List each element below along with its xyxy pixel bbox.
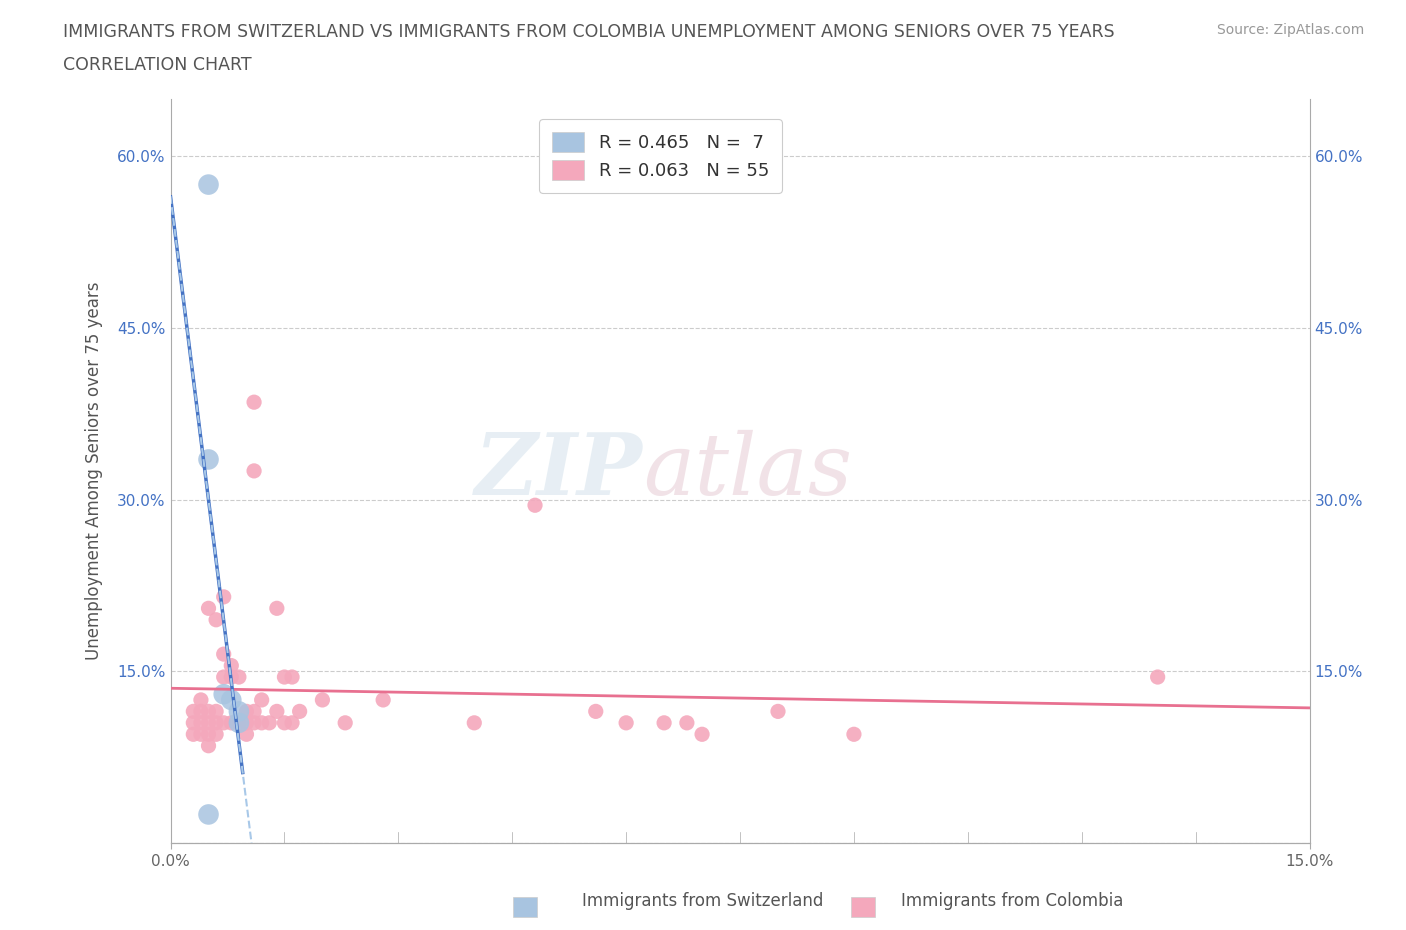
Point bbox=[463, 715, 485, 730]
Text: atlas: atlas bbox=[643, 430, 852, 512]
Point bbox=[652, 715, 675, 730]
Text: ZIP: ZIP bbox=[475, 429, 643, 512]
Point bbox=[281, 715, 304, 730]
Text: Immigrants from Switzerland: Immigrants from Switzerland bbox=[582, 892, 824, 910]
Point bbox=[243, 463, 266, 478]
Point bbox=[235, 727, 257, 742]
Point bbox=[183, 704, 205, 719]
Point bbox=[221, 715, 243, 730]
Point bbox=[190, 704, 212, 719]
Point bbox=[221, 658, 243, 673]
Point bbox=[281, 670, 304, 684]
Point bbox=[373, 693, 395, 708]
Text: CORRELATION CHART: CORRELATION CHART bbox=[63, 56, 252, 73]
Point bbox=[288, 704, 311, 719]
Point bbox=[311, 693, 333, 708]
Point bbox=[614, 715, 637, 730]
Point bbox=[228, 704, 250, 719]
Point bbox=[266, 704, 288, 719]
Point bbox=[766, 704, 789, 719]
Point bbox=[205, 704, 228, 719]
Point bbox=[243, 704, 266, 719]
Legend: R = 0.465   N =  7, R = 0.063   N = 55: R = 0.465 N = 7, R = 0.063 N = 55 bbox=[538, 119, 782, 193]
Point bbox=[190, 715, 212, 730]
Point bbox=[585, 704, 607, 719]
Point bbox=[197, 177, 219, 192]
Point bbox=[243, 394, 266, 409]
Point bbox=[524, 498, 547, 512]
Point bbox=[205, 612, 228, 627]
Point bbox=[212, 715, 235, 730]
Point bbox=[205, 715, 228, 730]
Point bbox=[190, 693, 212, 708]
Point bbox=[212, 646, 235, 661]
Point bbox=[235, 715, 257, 730]
Point bbox=[250, 715, 273, 730]
Point bbox=[183, 727, 205, 742]
Point bbox=[335, 715, 357, 730]
Point bbox=[1146, 670, 1168, 684]
Point bbox=[221, 670, 243, 684]
Point bbox=[228, 715, 250, 730]
Point bbox=[212, 670, 235, 684]
Point bbox=[676, 715, 699, 730]
Point bbox=[690, 727, 713, 742]
Point bbox=[273, 670, 295, 684]
Point bbox=[197, 452, 219, 467]
Point bbox=[273, 715, 295, 730]
Text: Source: ZipAtlas.com: Source: ZipAtlas.com bbox=[1216, 23, 1364, 37]
Point bbox=[197, 715, 219, 730]
Point bbox=[259, 715, 281, 730]
Point bbox=[842, 727, 865, 742]
Text: Immigrants from Colombia: Immigrants from Colombia bbox=[901, 892, 1123, 910]
Point bbox=[183, 715, 205, 730]
Point bbox=[228, 670, 250, 684]
Y-axis label: Unemployment Among Seniors over 75 years: Unemployment Among Seniors over 75 years bbox=[86, 282, 103, 660]
Point bbox=[212, 686, 235, 701]
Point bbox=[197, 807, 219, 822]
Text: IMMIGRANTS FROM SWITZERLAND VS IMMIGRANTS FROM COLOMBIA UNEMPLOYMENT AMONG SENIO: IMMIGRANTS FROM SWITZERLAND VS IMMIGRANT… bbox=[63, 23, 1115, 41]
Point bbox=[190, 727, 212, 742]
Point bbox=[235, 704, 257, 719]
Point bbox=[205, 727, 228, 742]
Point bbox=[197, 738, 219, 753]
Point bbox=[197, 704, 219, 719]
Point bbox=[250, 693, 273, 708]
Point bbox=[221, 693, 243, 708]
Point bbox=[243, 715, 266, 730]
Point bbox=[212, 590, 235, 604]
Point bbox=[266, 601, 288, 616]
Point bbox=[197, 601, 219, 616]
Point bbox=[228, 715, 250, 730]
Point bbox=[197, 727, 219, 742]
